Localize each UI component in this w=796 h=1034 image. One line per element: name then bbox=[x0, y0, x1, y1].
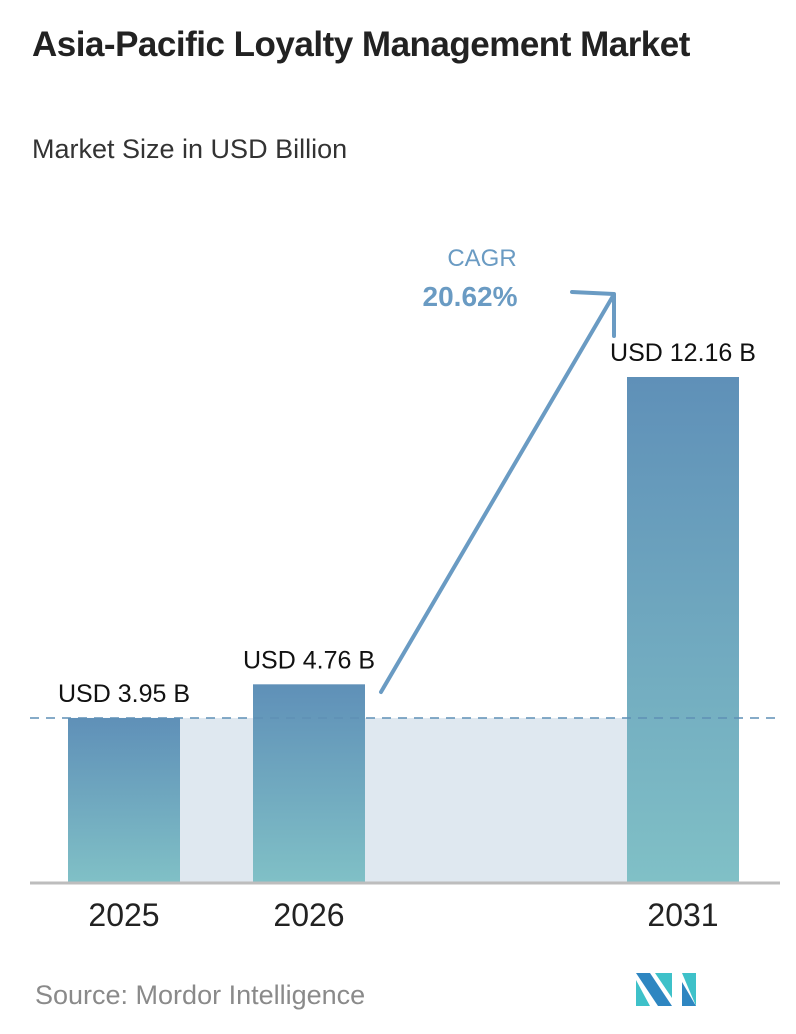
x-tick-2025: 2025 bbox=[88, 897, 159, 933]
x-tick-2031: 2031 bbox=[647, 897, 718, 933]
bar-2026 bbox=[253, 684, 365, 882]
x-tick-2026: 2026 bbox=[273, 897, 344, 933]
data-label-2026: USD 4.76 B bbox=[243, 646, 375, 674]
bar-2025 bbox=[68, 717, 180, 882]
bar-2031 bbox=[627, 377, 739, 882]
source-text: Source: Mordor Intelligence bbox=[35, 980, 366, 1010]
cagr-value: 20.62% bbox=[423, 281, 518, 312]
mordor-logo-icon bbox=[636, 973, 696, 1006]
cagr-label: CAGR bbox=[447, 245, 516, 272]
chart-title: Asia-Pacific Loyalty Management Market bbox=[32, 25, 690, 64]
chart-subtitle: Market Size in USD Billion bbox=[32, 134, 348, 164]
baseline-band bbox=[180, 717, 627, 882]
cagr-arrow bbox=[379, 290, 616, 694]
data-label-2031: USD 12.16 B bbox=[610, 339, 756, 367]
data-label-2025: USD 3.95 B bbox=[58, 680, 190, 708]
